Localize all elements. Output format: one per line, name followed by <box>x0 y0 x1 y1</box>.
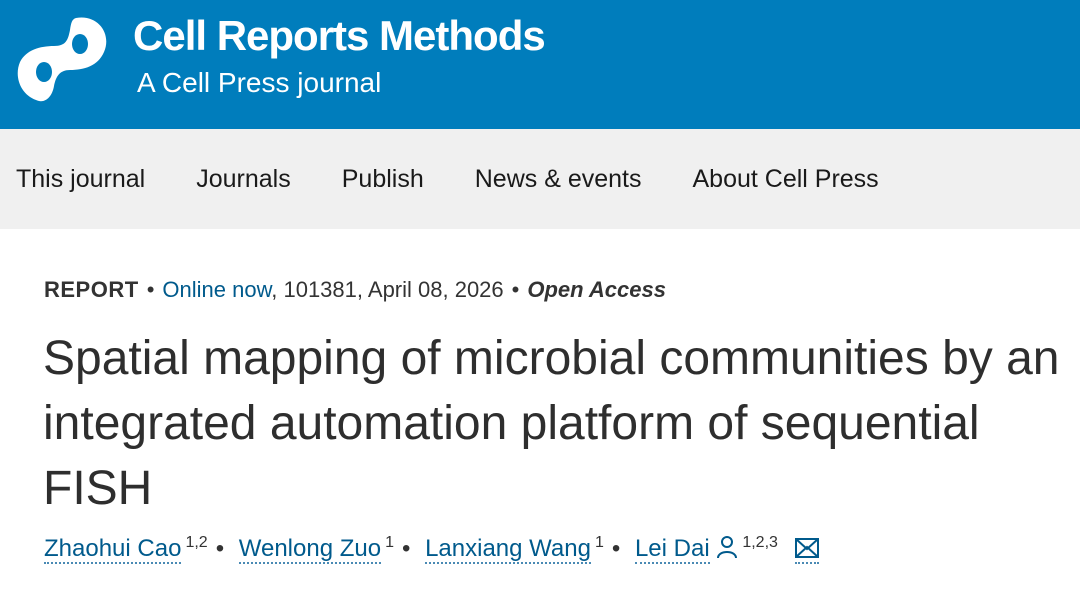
main-nav: This journal Journals Publish News & eve… <box>0 129 1080 229</box>
author-link[interactable]: Zhaohui Cao <box>44 535 182 564</box>
article-title: Spatial mapping of microbial communities… <box>43 332 1060 515</box>
nav-this-journal[interactable]: This journal <box>16 164 146 193</box>
author-link[interactable]: Lanxiang Wang <box>425 535 591 564</box>
author-list: Zhaohui Cao 1,2 • Wenlong Zuo 1 • Lanxiang W… <box>44 534 819 564</box>
site-header: Cell Reports Methods A Cell Press journa… <box>0 0 1080 129</box>
affiliation: 1,2 <box>185 534 208 551</box>
email-author-link[interactable] <box>794 535 819 564</box>
person-icon <box>717 536 738 559</box>
journal-subtitle: A Cell Press journal <box>137 67 382 98</box>
online-now-link[interactable]: Online now <box>162 277 272 302</box>
nav-publish[interactable]: Publish <box>341 164 424 193</box>
author-link[interactable]: Wenlong Zuo <box>238 535 382 564</box>
article-meta: REPORT • Online now, 101381, April 08, 202… <box>44 277 666 302</box>
affiliation: 1,2,3 <box>742 534 778 551</box>
nav-news-events[interactable]: News & events <box>474 164 642 193</box>
author-link[interactable]: Lei Dai <box>634 535 710 564</box>
email-icon <box>794 538 819 558</box>
nav-journals[interactable]: Journals <box>196 164 291 193</box>
article-type: REPORT <box>44 277 139 302</box>
open-access-label: Open Access <box>527 277 666 302</box>
affiliation: 1 <box>385 534 394 551</box>
article-details: , 101381, April 08, 2026 <box>271 277 504 302</box>
affiliation: 1 <box>594 534 604 551</box>
cell-press-logo[interactable] <box>14 14 110 104</box>
journal-title[interactable]: Cell Reports Methods <box>133 12 546 59</box>
nav-about-cell-press[interactable]: About Cell Press <box>692 164 879 193</box>
